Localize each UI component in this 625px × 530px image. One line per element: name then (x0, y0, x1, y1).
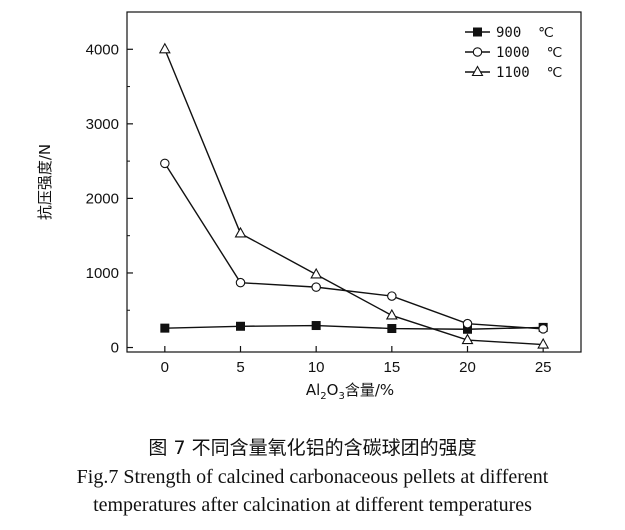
data-point (310, 267, 323, 279)
data-point (160, 323, 170, 333)
data-point (160, 158, 170, 169)
legend-marker (472, 47, 483, 57)
legend-marker (471, 65, 484, 77)
data-point (461, 333, 474, 345)
x-axis-title-part: 含量/% (345, 381, 394, 399)
x-axis-ticks: 0 5 10 15 20 25 (161, 346, 552, 376)
x-tick-label: 25 (535, 359, 552, 376)
data-point (538, 324, 548, 334)
data-point (311, 321, 321, 331)
x-axis-title-part: O (327, 381, 339, 399)
legend: 900 ℃ 1000 ℃ 1100 ℃ (465, 25, 562, 81)
y-axis-ticks: 0 1000 2000 3000 4000 (86, 41, 133, 357)
data-point (236, 321, 245, 331)
y-tick-label: 0 (111, 340, 119, 357)
legend-marker (473, 27, 482, 37)
data-point (235, 277, 246, 288)
data-point (385, 308, 398, 320)
data-point (462, 318, 473, 329)
data-point (537, 337, 550, 349)
x-axis-title-sub: 2 (320, 391, 326, 402)
x-axis-title-sub: 3 (338, 391, 344, 402)
y-tick-label: 2000 (86, 190, 119, 207)
x-tick-label: 0 (161, 359, 169, 376)
figure-caption-english-line2: temperatures after calcination at differ… (93, 494, 532, 516)
y-axis-title: 抗压强度/N (36, 144, 54, 220)
data-point (387, 291, 397, 301)
series-2 (158, 42, 550, 349)
data-point (234, 226, 247, 238)
strength-line-chart: 0 5 10 15 20 25 0 1000 2000 3000 4000 900 ℃ 1000 ℃… (36, 11, 582, 402)
figure-caption-english-line1: Fig.7 Strength of calcined carbonaceous … (76, 466, 549, 488)
x-tick-label: 5 (236, 359, 244, 376)
series-line (164, 49, 544, 346)
data-point (158, 42, 171, 54)
series-line (164, 162, 544, 330)
legend-label: 1000 ℃ (496, 45, 562, 61)
x-tick-label: 15 (383, 359, 400, 376)
y-tick-label: 3000 (86, 116, 119, 133)
x-tick-label: 10 (308, 359, 325, 376)
x-tick-label: 20 (459, 359, 476, 376)
figure-caption-chinese: 图 7 不同含量氧化铝的含碳球团的强度 (148, 437, 477, 459)
series-0 (160, 321, 548, 334)
data-point (387, 324, 397, 334)
legend-label: 900 ℃ (496, 25, 554, 41)
y-tick-label: 4000 (86, 41, 119, 58)
series-layer (158, 42, 550, 349)
plot-frame (126, 11, 582, 353)
y-tick-label: 1000 (86, 265, 119, 282)
data-point (311, 282, 321, 292)
x-axis-title-part: Al (306, 381, 320, 399)
series-line (164, 324, 544, 330)
series-1 (160, 158, 548, 334)
x-axis-title: Al2O3含量/% (306, 381, 394, 402)
legend-label: 1100 ℃ (496, 65, 562, 81)
